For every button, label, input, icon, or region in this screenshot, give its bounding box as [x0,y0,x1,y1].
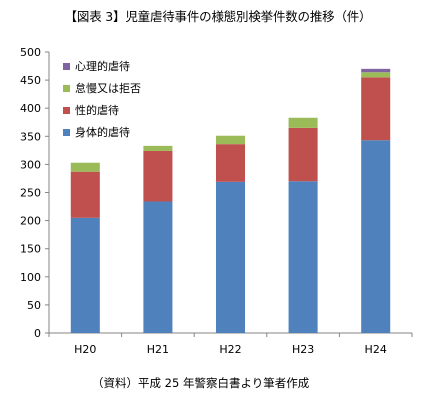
bar-segment [361,77,391,141]
legend-swatch [63,63,70,70]
x-tick-label: H20 [74,343,96,356]
bar-segment [288,117,318,128]
legend-swatch [63,107,70,114]
legend-swatch [63,85,70,92]
source-note: （資料）平成 25 年警察白書より筆者作成 [92,376,310,390]
y-tick-label: 300 [20,158,41,171]
bar-segment [143,145,173,151]
y-tick-label: 350 [20,130,41,143]
x-tick-label: H21 [147,343,169,356]
legend-label: 身体的虐待 [75,125,130,139]
x-tick-label: H22 [219,343,241,356]
bar-segment [215,181,246,333]
y-tick-label: 150 [20,243,41,256]
bar-segment [70,217,100,333]
legend-label: 性的虐待 [75,103,119,117]
bar-segment [288,181,318,333]
bar-segment [215,135,246,145]
bar-segment [70,171,100,218]
bars [70,68,391,333]
x-tick-label: H24 [365,343,387,356]
legend-label: 怠慢又は拒否 [75,81,141,95]
bar-segment [361,72,391,78]
y-tick-label: 400 [20,102,41,115]
bar-segment [143,201,173,333]
y-tick-label: 500 [20,46,41,59]
y-tick-label: 50 [27,299,41,312]
y-tick-label: 450 [20,74,41,87]
y-tick-label: 250 [20,187,41,200]
chart-title: 【図表 3】児童虐待事件の様態別検挙件数の推移（件） [64,9,372,24]
legend-label: 心理的虐待 [75,59,130,73]
bar-segment [215,144,246,182]
x-axis: H20 H21 H22 H23 H24 [48,332,413,356]
y-tick-label: 200 [20,215,41,228]
bar-segment [143,150,173,202]
y-axis: 0 50 100 150 200 250 300 350 400 450 500 [20,46,50,340]
bar-segment [361,68,391,73]
legend-swatch [63,129,70,136]
x-tick-label: H23 [292,343,314,356]
y-tick-label: 0 [34,327,41,340]
bar-segment [288,127,318,182]
bar-segment [70,162,100,172]
y-tick-label: 100 [20,271,41,284]
bar-segment [361,140,391,333]
